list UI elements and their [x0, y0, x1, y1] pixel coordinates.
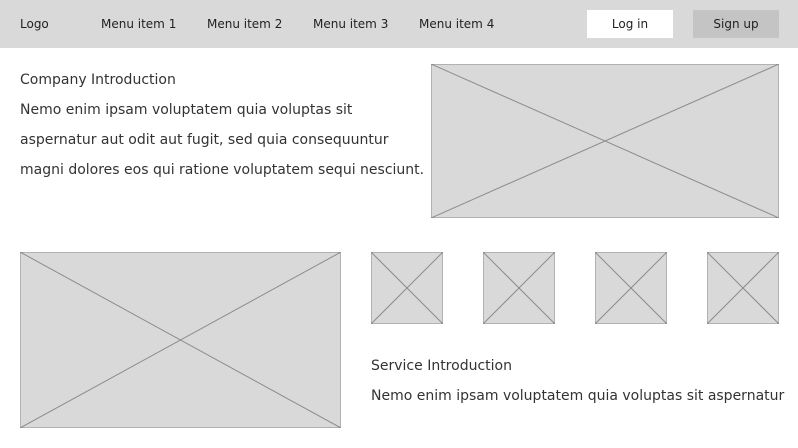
menu-item-4[interactable]: Menu item 4: [419, 17, 495, 31]
login-button[interactable]: Log in: [587, 10, 673, 38]
logo[interactable]: Logo: [20, 17, 49, 31]
menu-item-1[interactable]: Menu item 1: [101, 17, 177, 31]
company-intro-line-1: Nemo enim ipsam voluptatem quia voluptas…: [20, 102, 353, 118]
signup-button[interactable]: Sign up: [693, 10, 779, 38]
menu-item-3[interactable]: Menu item 3: [313, 17, 389, 31]
menu-item-2[interactable]: Menu item 2: [207, 17, 283, 31]
service-image-placeholder: [20, 252, 341, 428]
image-placeholder-icon: [371, 252, 443, 324]
image-placeholder-icon: [20, 252, 341, 428]
service-intro-title: Service Introduction: [371, 358, 512, 374]
header-bar: Logo Menu item 1 Menu item 2 Menu item 3…: [0, 0, 798, 48]
hero-image-placeholder: [431, 64, 779, 218]
thumbnail-placeholder-3: [595, 252, 667, 324]
image-placeholder-icon: [707, 252, 779, 324]
thumbnail-placeholder-1: [371, 252, 443, 324]
image-placeholder-icon: [483, 252, 555, 324]
company-intro-line-2: aspernatur aut odit aut fugit, sed quia …: [20, 132, 389, 148]
company-intro-title: Company Introduction: [20, 72, 176, 88]
image-placeholder-icon: [595, 252, 667, 324]
thumbnail-placeholder-2: [483, 252, 555, 324]
service-intro-text: Nemo enim ipsam voluptatem quia voluptas…: [371, 388, 785, 404]
company-intro-line-3: magni dolores eos qui ratione voluptatem…: [20, 162, 425, 178]
image-placeholder-icon: [431, 64, 779, 218]
thumbnail-placeholder-4: [707, 252, 779, 324]
